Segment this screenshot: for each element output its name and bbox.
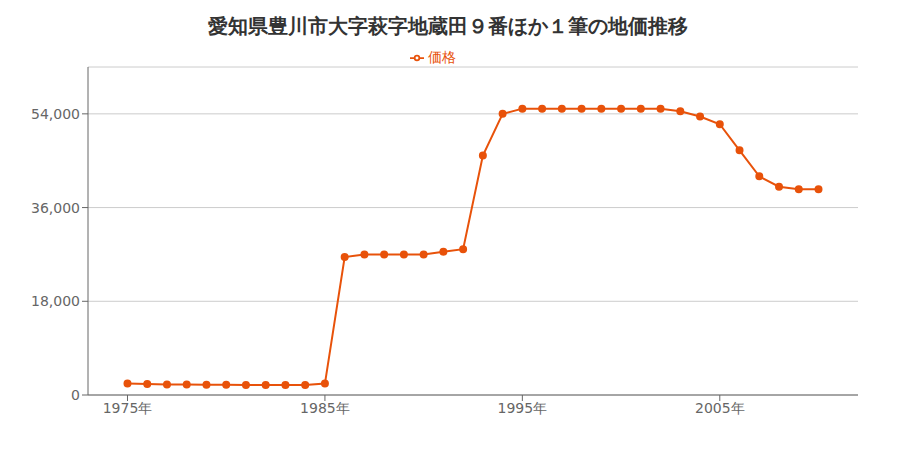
svg-text:54,000: 54,000 xyxy=(31,106,80,122)
svg-text:18,000: 18,000 xyxy=(31,293,80,309)
svg-text:1975年: 1975年 xyxy=(103,400,153,416)
svg-text:1995年: 1995年 xyxy=(498,400,548,416)
html-text:価格: 価格 xyxy=(428,49,456,65)
html-text:愛知県豊川市大字萩字地蔵田９番ほか１筆の地価推移: 愛知県豊川市大字萩字地蔵田９番ほか１筆の地価推移 xyxy=(208,14,688,38)
svg-text:2005年: 2005年 xyxy=(695,400,745,416)
svg-text:36,000: 36,000 xyxy=(31,200,80,216)
svg-text:0: 0 xyxy=(71,387,80,403)
svg-text:1985年: 1985年 xyxy=(300,400,350,416)
